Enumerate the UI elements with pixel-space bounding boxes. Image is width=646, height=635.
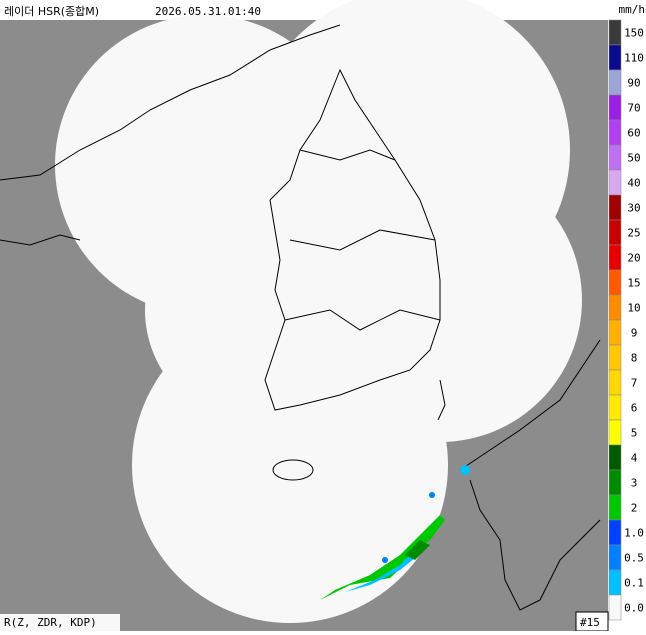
legend-swatch	[608, 294, 622, 321]
legend-label: 150	[624, 27, 644, 40]
legend-label: 4	[631, 452, 638, 465]
legend-label: 110	[624, 52, 644, 65]
legend-swatch	[608, 544, 622, 571]
legend-label: 2	[631, 502, 638, 515]
legend-swatch	[608, 19, 622, 46]
legend-swatch	[608, 169, 622, 196]
legend-label: 0.5	[624, 552, 644, 565]
legend-label: 40	[627, 177, 640, 190]
legend-swatch	[608, 494, 622, 521]
legend-swatch	[608, 219, 622, 246]
legend-label: 0.1	[624, 577, 644, 590]
precipitation	[320, 465, 470, 600]
legend-label: 3	[631, 477, 638, 490]
legend-label: 50	[627, 152, 640, 165]
legend-label: 0.0	[624, 602, 644, 615]
legend-swatch	[608, 269, 622, 296]
legend: 150 110 90 70 60 50 40 30 25 20 15 10 9 8 7 6 5 4 3 2 1.0 0.5…	[608, 19, 644, 621]
legend-swatch	[608, 69, 622, 96]
coastlines	[0, 24, 601, 611]
legend-label: 7	[631, 377, 638, 390]
legend-label: 30	[627, 202, 640, 215]
legend-label: 25	[627, 227, 640, 240]
legend-swatch	[608, 119, 622, 146]
legend-label: 10	[627, 302, 640, 315]
legend-label: 20	[627, 252, 640, 265]
legend-swatch	[608, 469, 622, 496]
legend-swatch	[608, 144, 622, 171]
legend-swatch	[608, 594, 622, 621]
legend-swatch	[608, 194, 622, 221]
timestamp: 2026.05.31.01:40	[155, 5, 261, 18]
footer-bg	[0, 614, 120, 631]
legend-swatch	[608, 569, 622, 596]
legend-label: 15	[627, 277, 640, 290]
frame-label: #15	[580, 616, 600, 629]
legend-swatch	[608, 394, 622, 421]
legend-swatch	[608, 94, 622, 121]
legend-label: 1.0	[624, 527, 644, 540]
legend-swatch	[608, 244, 622, 271]
legend-label: 90	[627, 77, 640, 90]
legend-swatch	[608, 369, 622, 396]
legend-label: 70	[627, 102, 640, 115]
legend-label: 5	[631, 427, 638, 440]
legend-swatch	[608, 419, 622, 446]
unit: mm/h	[619, 3, 646, 16]
legend-label: 6	[631, 402, 638, 415]
radar-coverage	[55, 0, 582, 623]
legend-label: 8	[631, 352, 638, 365]
legend-swatch	[608, 344, 622, 371]
title: 레이더 HSR(종합M)	[4, 5, 99, 18]
legend-swatch	[608, 519, 622, 546]
legend-label: 60	[627, 127, 640, 140]
legend-label: 9	[631, 327, 638, 340]
method-label: R(Z, ZDR, KDP)	[4, 616, 97, 629]
legend-swatch	[608, 44, 622, 71]
legend-swatch	[608, 319, 622, 346]
legend-swatch	[608, 444, 622, 471]
